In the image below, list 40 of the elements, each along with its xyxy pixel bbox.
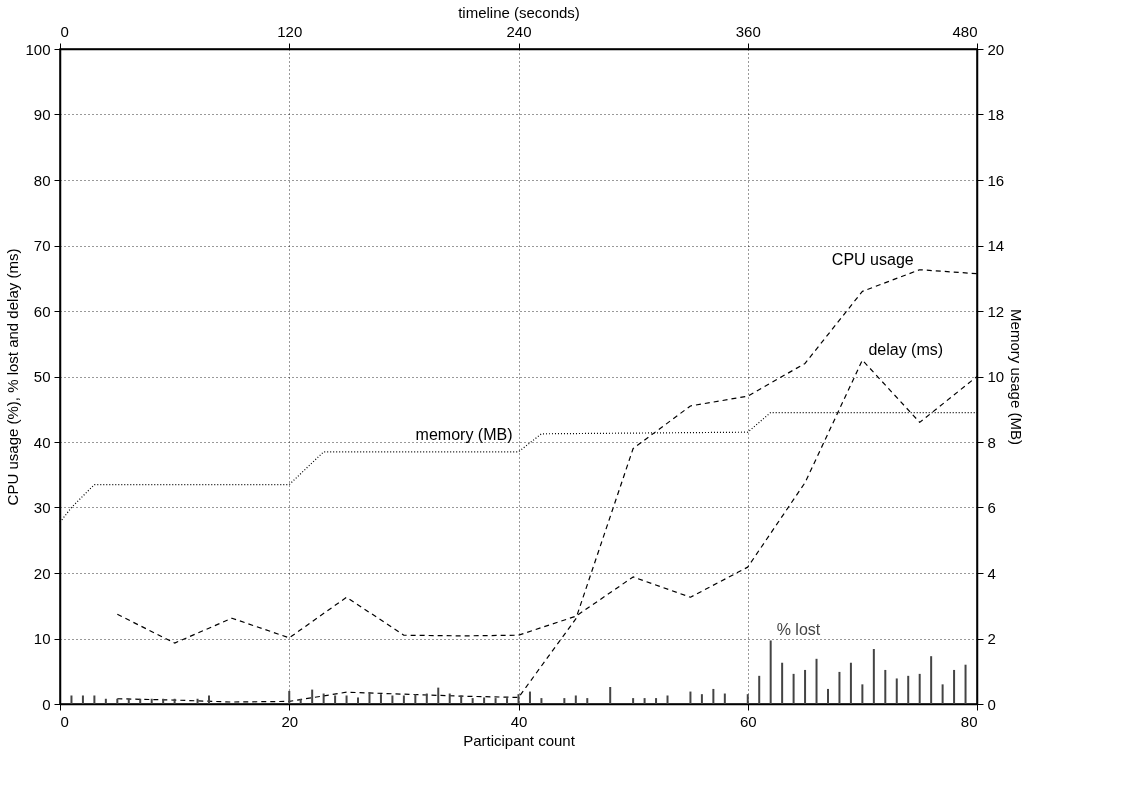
y2-tick-label: 18 [987, 106, 1005, 123]
x-tick-label: 0 [60, 712, 69, 730]
y2-tick-label: 6 [987, 499, 996, 516]
x2-axis-title: timeline (seconds) [458, 3, 580, 21]
x-tick-label: 20 [281, 712, 299, 730]
y-tick-label: 20 [33, 564, 51, 582]
y2-tick-label: 2 [987, 630, 996, 647]
y2-tick-label: 8 [987, 433, 996, 451]
y-tick-label: 80 [33, 171, 51, 189]
y2-tick-label: 16 [987, 171, 1005, 189]
y-tick-label: 50 [33, 368, 51, 385]
y2-axis-title: Memory usage (MB) [1008, 309, 1026, 445]
y-tick-label: 70 [33, 237, 51, 254]
y2-tick-label: 10 [987, 368, 1005, 385]
series-label: memory (MB) [415, 425, 513, 443]
x2-tick-label: 360 [735, 22, 761, 40]
y-tick-label: 10 [33, 630, 51, 647]
x2-tick-label: 0 [60, 22, 69, 40]
x-tick-label: 40 [510, 712, 528, 730]
y2-tick-label: 12 [987, 302, 1005, 320]
x-tick-label: 60 [739, 712, 757, 730]
x2-tick-label: 480 [952, 22, 978, 40]
y-tick-label: 100 [25, 40, 51, 58]
y2-tick-label: 20 [987, 40, 1005, 58]
y-tick-label: 30 [33, 499, 51, 516]
y-tick-label: 0 [42, 695, 51, 713]
y2-tick-label: 14 [987, 237, 1005, 254]
series-label: CPU usage [831, 250, 914, 268]
y2-tick-label: 4 [987, 564, 996, 582]
x-axis-title: Participant count [463, 731, 576, 749]
series-label: % lost [776, 621, 821, 639]
y-tick-label: 40 [33, 433, 51, 451]
y-tick-label: 90 [33, 106, 51, 123]
y2-tick-label: 0 [987, 695, 996, 713]
x2-tick-label: 120 [277, 22, 303, 40]
x-tick-label: 80 [960, 712, 978, 730]
series-label: delay (ms) [868, 341, 944, 359]
y-axis-title: CPU usage (%), % lost and delay (ms) [4, 248, 22, 506]
x2-tick-label: 240 [506, 22, 532, 40]
y-tick-label: 60 [33, 302, 51, 320]
